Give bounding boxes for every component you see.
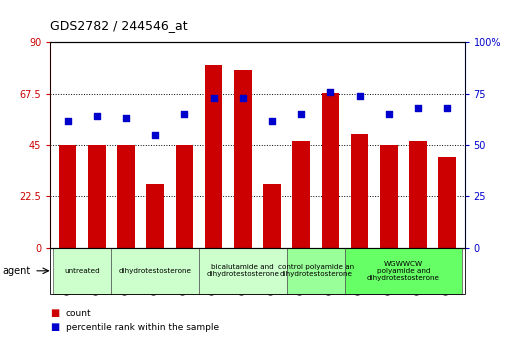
Text: untreated: untreated [64,268,100,274]
Bar [199,248,287,294]
Bar [258,248,287,250]
Bar [228,248,258,250]
Bar [111,248,140,250]
Bar [146,184,164,248]
Point [63,118,72,123]
Text: GSM187380: GSM187380 [384,249,393,295]
Bar [170,248,199,250]
Bar [351,134,369,248]
Text: GSM187377: GSM187377 [297,249,306,295]
Text: GSM187370: GSM187370 [92,249,101,295]
Point [297,112,305,117]
Text: GSM187376: GSM187376 [268,249,277,295]
Point [151,132,159,138]
Bar [53,248,82,250]
Text: agent: agent [3,266,31,276]
Bar [199,248,228,250]
Text: GSM187371: GSM187371 [121,249,130,295]
Bar [117,145,135,248]
Text: ■: ■ [50,308,60,318]
Bar [111,248,199,294]
Text: count: count [66,309,92,318]
Text: bicalutamide and
dihydrotestosterone: bicalutamide and dihydrotestosterone [206,264,279,277]
Bar [140,248,170,250]
Text: GSM187378: GSM187378 [326,249,335,295]
Point [443,105,451,111]
Text: GSM187375: GSM187375 [238,249,247,295]
Bar [374,248,403,250]
Text: GSM187379: GSM187379 [355,249,364,295]
Text: GDS2782 / 244546_at: GDS2782 / 244546_at [50,19,188,33]
Text: GSM187382: GSM187382 [442,249,451,295]
Text: dihydrotestosterone: dihydrotestosterone [119,268,192,274]
Point [414,105,422,111]
Point [384,112,393,117]
Bar [380,145,398,248]
Bar [403,248,432,250]
Point [355,93,364,99]
Bar [409,141,427,248]
Text: GSM187369: GSM187369 [63,249,72,295]
Bar [287,248,316,250]
Point [92,114,101,119]
Bar [205,65,222,248]
Bar [293,141,310,248]
Text: percentile rank within the sample: percentile rank within the sample [66,323,219,332]
Bar [322,93,339,248]
Bar [59,145,77,248]
Bar [176,145,193,248]
Point [210,95,218,101]
Text: GSM187373: GSM187373 [180,249,189,295]
Bar [82,248,111,250]
Bar [287,248,345,294]
Point [122,116,130,121]
Text: WGWWCW
polyamide and
dihydrotestosterone: WGWWCW polyamide and dihydrotestosterone [367,261,440,281]
Point [326,89,335,95]
Text: GSM187381: GSM187381 [413,249,422,295]
Text: GSM187374: GSM187374 [209,249,218,295]
Bar [234,70,251,248]
Point [239,95,247,101]
Point [180,112,188,117]
Text: GSM187372: GSM187372 [150,249,160,295]
Text: control polyamide an
dihydrotestosterone: control polyamide an dihydrotestosterone [278,264,354,277]
Text: ■: ■ [50,322,60,332]
Bar [53,248,111,294]
Bar [345,248,374,250]
Bar [345,248,461,294]
Bar [263,184,281,248]
Bar [88,145,106,248]
Point [268,118,276,123]
Bar [438,156,456,248]
Bar [432,248,461,250]
Bar [316,248,345,250]
